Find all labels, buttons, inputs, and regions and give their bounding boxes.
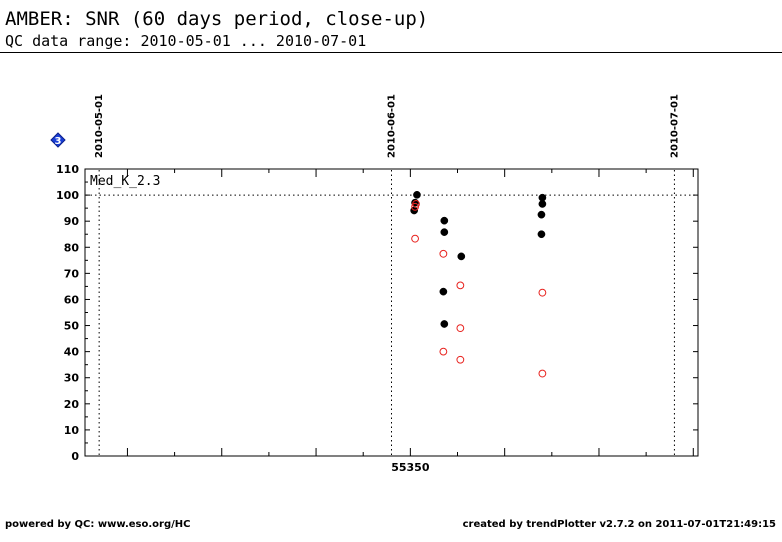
data-point-filled [457, 252, 466, 261]
badge-label: 3 [55, 136, 62, 147]
date-markers: 2010-05-01 2010-06-01 2010-07-01 [94, 94, 680, 455]
data-point-open [439, 347, 448, 356]
data-point-filled [538, 200, 547, 208]
y-tick-label: 70 [64, 267, 80, 280]
panel-label: Med_K_2.3 [90, 174, 160, 189]
y-tick-label: 0 [71, 450, 79, 463]
data-points [410, 190, 547, 378]
y-tick-label: 90 [64, 215, 80, 228]
diamond-badge-icon: 3 [50, 132, 66, 148]
x-axis: 55350 [126, 169, 694, 474]
data-point-open [411, 234, 419, 243]
data-point-open [538, 369, 547, 378]
y-tick-label: 60 [64, 293, 80, 306]
x-tick-label: 55350 [391, 461, 430, 474]
data-point-filled [440, 320, 449, 328]
footer-created-by: created by trendPlotter v2.7.2 on 2011-0… [462, 519, 776, 530]
header-divider [0, 52, 782, 53]
y-tick-label: 50 [64, 320, 80, 333]
data-point-filled [413, 190, 421, 199]
data-point-open [456, 281, 465, 290]
data-point-open [456, 355, 465, 364]
y-tick-label: 80 [64, 241, 80, 254]
data-point-filled [537, 230, 546, 239]
y-tick-label: 10 [64, 424, 80, 437]
data-point-open [439, 249, 448, 258]
data-point-open [411, 202, 419, 211]
y-tick-label: 20 [64, 398, 80, 411]
y-tick-label: 100 [56, 189, 79, 202]
data-point-open [538, 288, 547, 297]
chart-title: AMBER: SNR (60 days period, close-up) [5, 8, 429, 30]
y-tick-label: 110 [56, 163, 79, 176]
data-point-filled [439, 287, 448, 296]
data-point-filled [440, 228, 449, 236]
data-point-filled [440, 216, 449, 225]
y-tick-label: 40 [64, 346, 80, 359]
y-tick-label: 30 [64, 372, 80, 385]
date-marker-label: 2010-05-01 [94, 94, 105, 158]
y-axis: 0 10 20 30 40 50 60 70 80 90 100 110 [56, 163, 698, 463]
date-marker-label: 2010-06-01 [387, 94, 398, 158]
data-point-open [456, 324, 465, 333]
chart-subtitle: QC data range: 2010-05-01 ... 2010-07-01 [5, 32, 367, 50]
data-point-filled [537, 210, 546, 219]
date-marker-label: 2010-07-01 [669, 94, 680, 158]
plot-frame [84, 168, 699, 457]
footer-powered-by: powered by QC: www.eso.org/HC [5, 519, 191, 530]
